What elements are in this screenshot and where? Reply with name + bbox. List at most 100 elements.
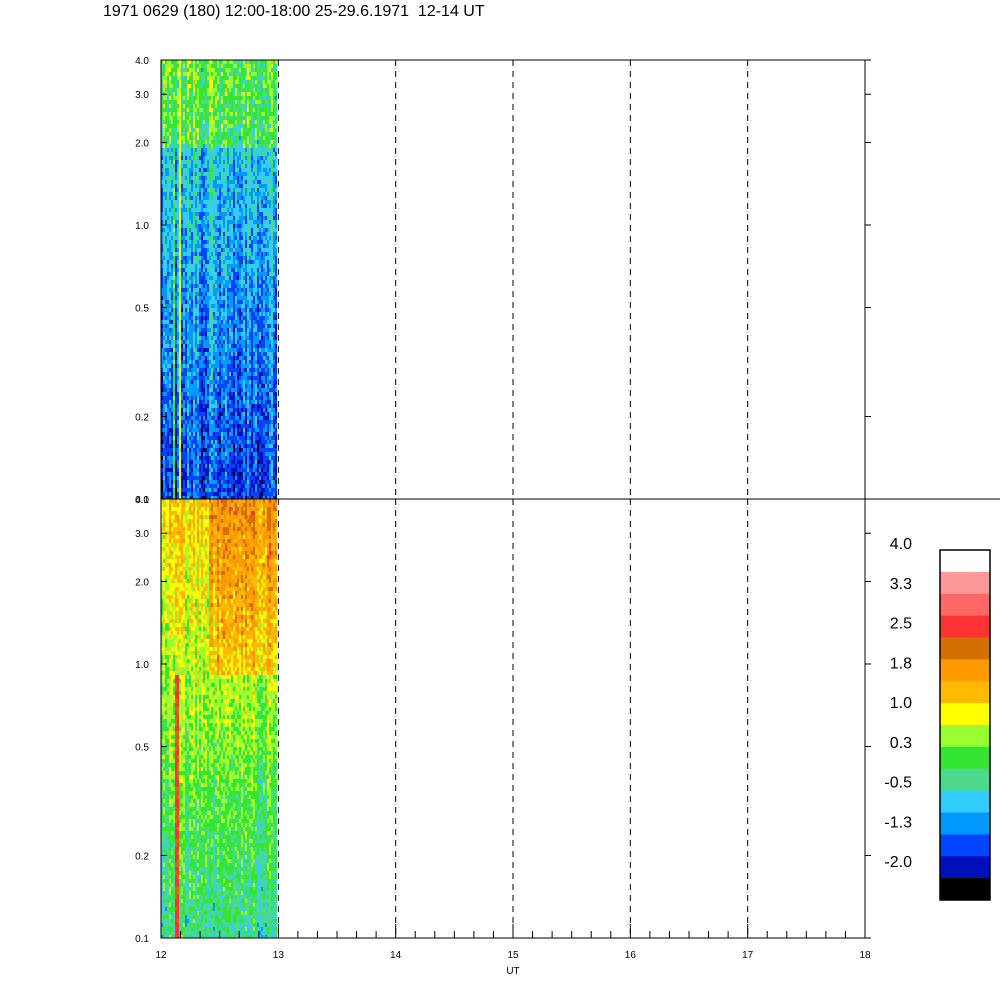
heatmap-cell xyxy=(195,420,198,425)
heatmap-cell xyxy=(223,280,226,285)
heatmap-cell xyxy=(189,352,192,357)
heatmap-cell xyxy=(241,176,244,181)
heatmap-cell xyxy=(161,104,164,109)
heatmap-cell xyxy=(171,340,174,345)
heatmap-cell xyxy=(187,484,190,489)
heatmap-cell xyxy=(217,440,220,445)
heatmap-cell xyxy=(167,324,170,329)
heatmap-cell xyxy=(163,376,166,381)
heatmap-cell xyxy=(171,76,174,81)
heatmap-cell xyxy=(193,208,196,213)
heatmap-cell xyxy=(167,372,170,377)
heatmap-cell xyxy=(241,344,244,349)
heatmap-cell xyxy=(169,148,172,153)
heatmap-cell xyxy=(247,132,250,137)
heatmap-cell xyxy=(213,148,216,153)
heatmap-cell xyxy=(223,352,226,357)
heatmap-cell xyxy=(241,464,244,469)
heatmap-cell xyxy=(217,380,220,385)
heatmap-cell xyxy=(183,312,186,317)
heatmap-cell xyxy=(183,400,186,405)
heatmap-cell xyxy=(195,284,198,289)
heatmap-cell xyxy=(245,388,248,393)
heatmap-cell xyxy=(249,396,252,401)
heatmap-cell xyxy=(233,380,236,385)
heatmap-cell xyxy=(229,64,232,69)
heatmap-cell xyxy=(211,368,214,373)
heatmap-cell xyxy=(195,68,198,73)
heatmap-cell xyxy=(225,276,228,281)
heatmap-cell xyxy=(213,156,216,161)
heatmap-cell xyxy=(217,176,220,181)
heatmap-cell xyxy=(219,392,222,397)
heatmap-cell xyxy=(171,124,174,129)
heatmap-cell xyxy=(205,216,208,221)
heatmap-cell xyxy=(173,320,176,325)
heatmap-cell xyxy=(183,424,186,429)
heatmap-cell xyxy=(229,344,232,349)
heatmap-cell xyxy=(167,72,170,77)
heatmap-cell xyxy=(215,428,218,433)
heatmap-cell xyxy=(237,300,240,305)
heatmap-cell xyxy=(251,228,254,233)
heatmap-cell xyxy=(175,400,178,405)
heatmap-cell xyxy=(233,328,236,333)
heatmap-cell xyxy=(167,424,170,429)
heatmap-cell xyxy=(177,312,180,317)
heatmap-cell xyxy=(219,476,222,481)
heatmap-cell xyxy=(213,132,216,137)
heatmap-cell xyxy=(215,372,218,377)
heatmap-cell xyxy=(231,480,234,485)
heatmap-cell xyxy=(179,408,182,413)
heatmap-cell xyxy=(227,228,230,233)
heatmap-cell xyxy=(199,148,202,153)
heatmap-cell xyxy=(175,396,178,401)
heatmap-cell xyxy=(169,424,172,429)
heatmap-cell xyxy=(191,484,194,489)
heatmap-cell xyxy=(193,456,196,461)
heatmap-cell xyxy=(177,468,180,473)
heatmap-cell xyxy=(239,364,242,369)
heatmap-cell xyxy=(199,332,202,337)
heatmap-cell xyxy=(245,332,248,337)
heatmap-cell xyxy=(187,496,190,499)
heatmap-cell xyxy=(183,216,186,221)
heatmap-cell xyxy=(215,316,218,321)
heatmap-cell xyxy=(171,188,174,193)
heatmap-cell xyxy=(175,496,178,499)
heatmap-cell xyxy=(201,204,204,209)
heatmap-cell xyxy=(195,244,198,249)
heatmap-cell xyxy=(199,292,202,297)
heatmap-cell xyxy=(213,428,216,433)
heatmap-cell xyxy=(161,132,164,137)
heatmap-cell xyxy=(241,396,244,401)
heatmap-cell xyxy=(179,460,182,465)
heatmap-cell xyxy=(237,164,240,169)
heatmap-cell xyxy=(185,220,188,225)
heatmap-cell xyxy=(235,292,238,297)
heatmap-cell xyxy=(191,416,194,421)
heatmap-cell xyxy=(221,132,224,137)
heatmap-cell xyxy=(211,204,214,209)
heatmap-cell xyxy=(203,224,206,229)
heatmap-cell xyxy=(203,300,206,305)
heatmap-cell xyxy=(243,128,246,133)
heatmap-cell xyxy=(207,376,210,381)
heatmap-cell xyxy=(185,396,188,401)
heatmap-cell xyxy=(209,268,212,273)
heatmap-cell xyxy=(231,216,234,221)
heatmap-cell xyxy=(189,368,192,373)
heatmap-cell xyxy=(163,144,166,149)
heatmap-cell xyxy=(201,444,204,449)
heatmap-cell xyxy=(247,316,250,321)
heatmap-cell xyxy=(165,248,168,253)
heatmap-cell xyxy=(183,292,186,297)
heatmap-cell xyxy=(223,404,226,409)
heatmap-cell xyxy=(165,228,168,233)
heatmap-cell xyxy=(211,264,214,269)
heatmap-cell xyxy=(165,468,168,473)
heatmap-cell xyxy=(171,168,174,173)
heatmap-cell xyxy=(227,320,230,325)
heatmap-cell xyxy=(247,384,250,389)
heatmap-cell xyxy=(241,320,244,325)
